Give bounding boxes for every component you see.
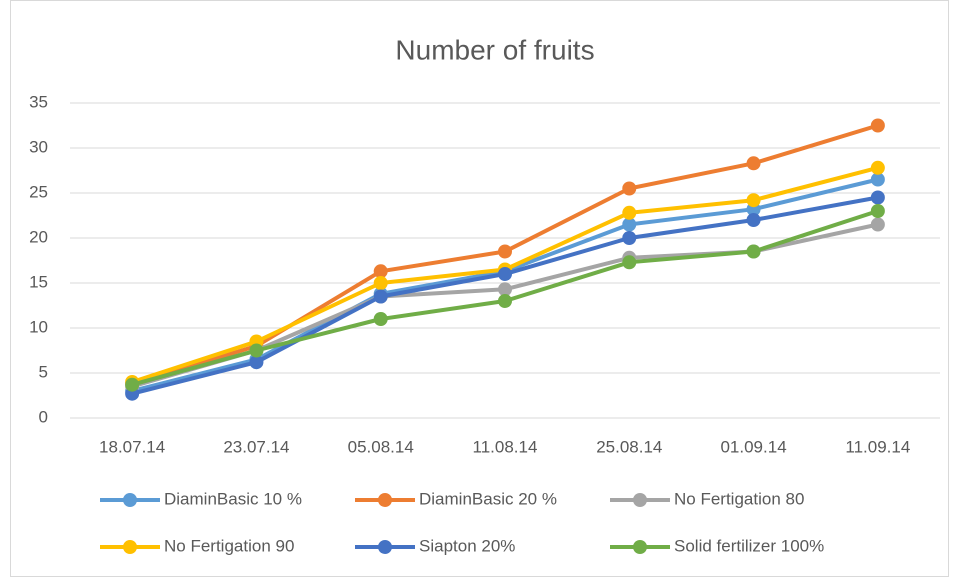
- legend-marker: [123, 493, 137, 507]
- data-point: [249, 343, 264, 358]
- y-tick-label: 15: [29, 272, 48, 291]
- y-tick-label: 30: [29, 137, 48, 156]
- data-point: [622, 181, 637, 196]
- data-point: [622, 255, 637, 270]
- x-tick-label: 05.08.14: [348, 437, 414, 456]
- data-point: [622, 205, 637, 220]
- data-point: [498, 282, 512, 297]
- data-point: [373, 312, 388, 326]
- data-point: [373, 289, 388, 304]
- data-point: [249, 355, 264, 370]
- x-tick-label: 11.08.14: [473, 437, 538, 456]
- legend-marker: [633, 493, 647, 507]
- data-point: [870, 204, 885, 218]
- data-point: [498, 244, 512, 259]
- legend-label: Siapton 20%: [419, 536, 515, 555]
- x-tick-label: 23.07.14: [223, 437, 289, 456]
- legend-marker: [123, 540, 137, 554]
- y-tick-label: 5: [39, 362, 48, 381]
- data-point: [498, 294, 512, 308]
- data-point: [498, 267, 512, 281]
- data-point: [746, 213, 761, 227]
- data-point: [622, 217, 637, 232]
- data-point: [746, 193, 761, 208]
- x-tick-label: 11.09.14: [845, 437, 910, 456]
- legend-marker: [378, 540, 392, 554]
- legend-label: Solid fertilizer 100%: [674, 536, 824, 555]
- y-tick-label: 20: [29, 227, 48, 246]
- chart-title: Number of fruits: [395, 34, 594, 65]
- x-tick-label: 18.07.14: [99, 437, 165, 456]
- chart-border: [10, 0, 949, 577]
- data-point: [870, 118, 885, 133]
- data-point: [373, 264, 388, 279]
- data-point: [870, 217, 885, 232]
- data-point: [125, 377, 140, 392]
- y-tick-label: 25: [29, 182, 48, 201]
- legend-marker: [378, 493, 392, 507]
- legend-label: No Fertigation 90: [164, 536, 294, 555]
- data-point: [373, 276, 388, 290]
- legend-label: No Fertigation 80: [674, 489, 804, 508]
- y-tick-label: 10: [29, 317, 48, 336]
- data-point: [622, 231, 637, 245]
- x-tick-label: 01.09.14: [720, 437, 786, 456]
- data-point: [746, 156, 761, 171]
- x-tick-label: 25.08.14: [596, 437, 662, 456]
- data-point: [870, 190, 885, 205]
- legend-label: DiaminBasic 20 %: [419, 489, 557, 508]
- data-point: [870, 172, 885, 187]
- data-point: [870, 160, 885, 175]
- y-tick-label: 0: [39, 407, 48, 426]
- legend-marker: [633, 540, 647, 554]
- data-point: [746, 244, 761, 259]
- y-tick-label: 35: [29, 92, 48, 111]
- legend-label: DiaminBasic 10 %: [164, 489, 302, 508]
